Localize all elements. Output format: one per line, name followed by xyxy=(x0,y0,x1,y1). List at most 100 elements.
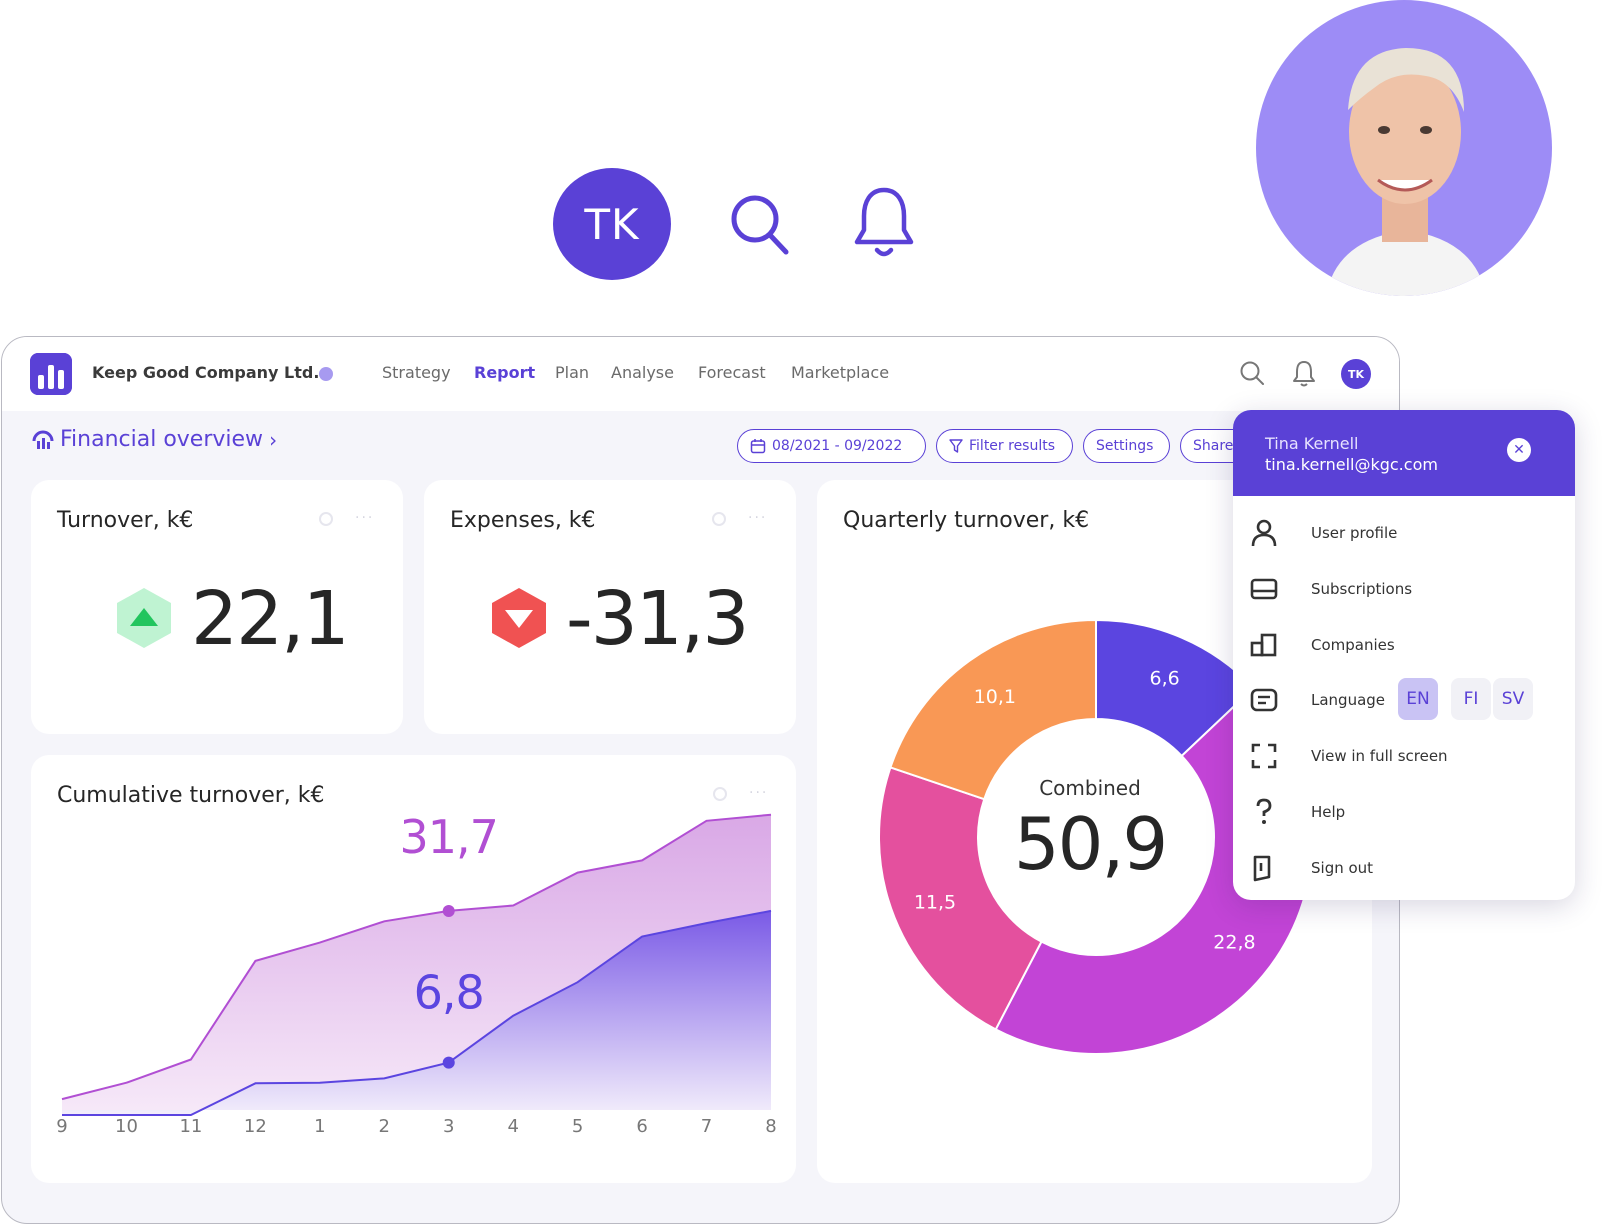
user-avatar[interactable]: TK xyxy=(1341,359,1371,389)
menu-item-user-profile[interactable]: User profile xyxy=(1249,513,1397,553)
expenses-title: Expenses, k€ xyxy=(450,508,596,533)
companies-icon xyxy=(1250,633,1277,657)
card-more-icon[interactable]: ··· xyxy=(749,785,769,801)
nav-forecast[interactable]: Forecast xyxy=(698,363,766,382)
quarterly-title: Quarterly turnover, k€ xyxy=(843,508,1090,533)
donut-center-value: 50,9 xyxy=(1013,802,1168,886)
x-tick-label: 2 xyxy=(378,1116,390,1137)
expenses-card: Expenses, k€ ··· -31,3 xyxy=(424,480,796,734)
menu-item-language: Language xyxy=(1249,680,1385,720)
trend-down-icon xyxy=(492,588,546,648)
area-fill-series-2 xyxy=(62,910,771,1115)
breadcrumb-financial-overview[interactable]: Financial overview › xyxy=(32,427,277,452)
card-more-icon[interactable]: ··· xyxy=(748,510,768,526)
hero-search-icon xyxy=(731,195,789,255)
nav-analyse[interactable]: Analyse xyxy=(611,363,674,382)
menu-item-companies[interactable]: Companies xyxy=(1249,625,1395,665)
series-line-2 xyxy=(62,909,772,1116)
filter-label: Filter results xyxy=(969,438,1056,454)
x-tick-label: 11 xyxy=(179,1116,203,1137)
user-menu-header: Tina Kernell tina.kernell@kgc.com ✕ xyxy=(1233,410,1575,496)
fullscreen-icon xyxy=(1251,743,1277,769)
company-name[interactable]: Keep Good Company Ltd. xyxy=(92,363,320,382)
x-tick-label: 6 xyxy=(636,1116,648,1137)
nav-marketplace[interactable]: Marketplace xyxy=(791,363,890,382)
language-fi[interactable]: FI xyxy=(1451,678,1491,720)
card-settings-icon[interactable] xyxy=(712,512,726,526)
x-tick-label: 3 xyxy=(442,1116,455,1137)
search-icon[interactable] xyxy=(1238,359,1266,387)
card-more-icon[interactable]: ··· xyxy=(355,510,375,526)
slice-label: 10,1 xyxy=(974,686,1016,708)
x-tick-label: 1 xyxy=(314,1116,326,1137)
trend-up-icon xyxy=(117,588,171,648)
slice-label: 11,5 xyxy=(914,892,956,914)
cumulative-title: Cumulative turnover, k€ xyxy=(57,783,325,808)
menu-item-label: Sign out xyxy=(1311,859,1374,877)
date-range-label: 08/2021 - 09/2022 xyxy=(772,438,903,454)
settings-button[interactable]: Settings xyxy=(1083,429,1170,463)
sign-out-icon xyxy=(1253,855,1271,882)
data-label: 6,8 xyxy=(414,966,484,1020)
turnover-title: Turnover, k€ xyxy=(57,508,194,533)
x-tick-label: 9 xyxy=(56,1116,68,1137)
menu-item-subscriptions[interactable]: Subscriptions xyxy=(1249,569,1412,609)
verified-icon xyxy=(319,367,333,381)
top-bar: Keep Good Company Ltd. Strategy Report P… xyxy=(2,337,1399,411)
nav-report[interactable]: Report xyxy=(474,363,536,382)
x-tick-label: 8 xyxy=(765,1116,777,1137)
donut-slice[interactable] xyxy=(889,618,1097,801)
language-icon xyxy=(1250,688,1278,712)
highlight-point[interactable] xyxy=(442,904,455,917)
user-icon xyxy=(1251,519,1277,547)
subscriptions-icon xyxy=(1250,578,1278,600)
menu-item-label: Language xyxy=(1311,691,1386,709)
nav-plan[interactable]: Plan xyxy=(555,363,590,382)
date-range-button[interactable]: 08/2021 - 09/2022 xyxy=(737,429,926,463)
user-name: Tina Kernell xyxy=(1265,434,1359,453)
menu-item-label: View in full screen xyxy=(1311,747,1448,765)
hero-avatar: TK xyxy=(553,168,671,280)
x-tick-label: 7 xyxy=(700,1116,713,1137)
menu-item-label: Companies xyxy=(1311,636,1395,654)
menu-item-label: Help xyxy=(1311,803,1346,821)
highlight-point[interactable] xyxy=(442,1056,455,1069)
card-settings-icon[interactable] xyxy=(713,787,727,801)
hero-bell-icon xyxy=(854,187,914,257)
settings-label: Settings xyxy=(1096,438,1154,454)
close-icon[interactable]: ✕ xyxy=(1507,438,1531,462)
x-tick-label: 4 xyxy=(507,1116,519,1137)
slice-label: 22,8 xyxy=(1213,932,1255,954)
slice-label: 6,6 xyxy=(1150,668,1180,690)
menu-item-label: User profile xyxy=(1311,524,1398,542)
menu-item-label: Subscriptions xyxy=(1311,580,1413,598)
donut-slice[interactable] xyxy=(878,766,1043,1031)
language-sv[interactable]: SV xyxy=(1493,678,1533,720)
chevron-right-icon: › xyxy=(269,427,278,452)
x-tick-label: 5 xyxy=(571,1116,584,1137)
nav-strategy[interactable]: Strategy xyxy=(382,363,451,382)
bell-icon[interactable] xyxy=(1290,359,1318,387)
turnover-value: 22,1 xyxy=(191,576,350,662)
menu-item-sign-out[interactable]: Sign out xyxy=(1249,848,1373,888)
page-title: Financial overview xyxy=(60,427,264,452)
expenses-value: -31,3 xyxy=(566,576,749,662)
data-label: 31,7 xyxy=(400,810,498,864)
help-icon xyxy=(1256,798,1272,824)
user-email: tina.kernell@kgc.com xyxy=(1265,455,1438,474)
user-menu: Tina Kernell tina.kernell@kgc.com ✕ User… xyxy=(1233,410,1575,900)
card-settings-icon[interactable] xyxy=(319,512,333,526)
app-logo-icon xyxy=(30,353,72,395)
menu-item-help[interactable]: Help xyxy=(1249,792,1345,832)
menu-item-full-screen[interactable]: View in full screen xyxy=(1249,736,1448,776)
language-en[interactable]: EN xyxy=(1398,678,1438,720)
calendar-icon xyxy=(750,439,766,454)
x-tick-label: 10 xyxy=(115,1116,138,1137)
report-icon xyxy=(32,430,54,449)
share-label: Share xyxy=(1193,438,1234,454)
profile-photo xyxy=(1256,0,1552,296)
filter-results-button[interactable]: Filter results xyxy=(936,429,1073,463)
filter-icon xyxy=(949,439,963,453)
donut-center-label: Combined xyxy=(1039,776,1141,800)
